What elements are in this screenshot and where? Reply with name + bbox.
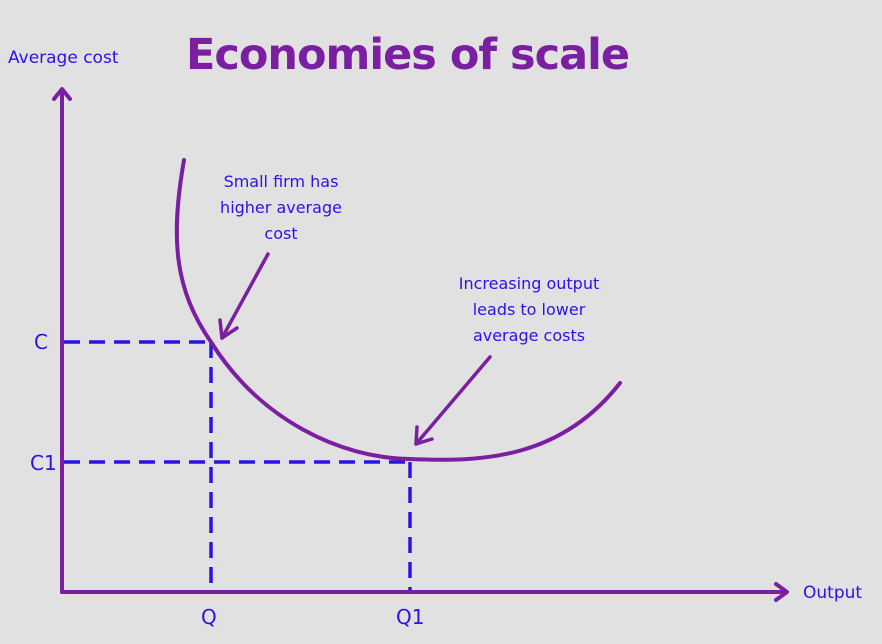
small-firm-arrow	[220, 252, 270, 340]
increasing-output-line-1: Increasing output	[458, 274, 600, 293]
small-firm-line-2: higher average	[220, 198, 342, 217]
increasing-output-arrowhead	[414, 425, 434, 446]
x-tick-q: Q	[201, 605, 217, 629]
small-firm-line-1: Small firm has	[223, 172, 339, 191]
small-firm-arrowhead	[218, 318, 239, 340]
increasing-output-line-3: average costs	[472, 326, 586, 345]
increasing-output-annotation: Increasing output leads to lower average…	[424, 271, 634, 349]
annotation-arrows	[218, 252, 492, 446]
increasing-output-arrow	[414, 355, 492, 446]
diagram-title: Economies of scale	[186, 30, 630, 80]
average-cost-curve	[174, 158, 622, 462]
y-tick-c: C	[34, 330, 48, 354]
small-firm-line-3: cost	[264, 224, 298, 243]
small-firm-annotation: Small firm has higher average cost	[196, 169, 366, 247]
x-axis-label: Output	[803, 583, 863, 603]
increasing-output-line-2: leads to lower	[472, 300, 586, 319]
x-tick-q1: Q1	[396, 605, 425, 629]
y-axis-label: Average cost	[8, 48, 119, 68]
x-axis-arrowhead	[774, 582, 789, 602]
guide-lines	[64, 340, 412, 592]
y-axis-arrowhead	[52, 87, 72, 101]
y-tick-c1: C1	[30, 451, 57, 475]
axes	[52, 87, 789, 602]
